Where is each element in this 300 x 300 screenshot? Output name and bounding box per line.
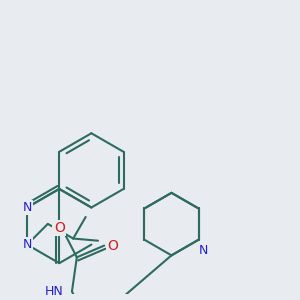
Text: N: N xyxy=(22,201,32,214)
Text: O: O xyxy=(107,238,118,253)
Text: O: O xyxy=(54,221,65,235)
Text: HN: HN xyxy=(45,285,64,298)
Text: N: N xyxy=(22,238,32,251)
Text: N: N xyxy=(199,244,208,257)
